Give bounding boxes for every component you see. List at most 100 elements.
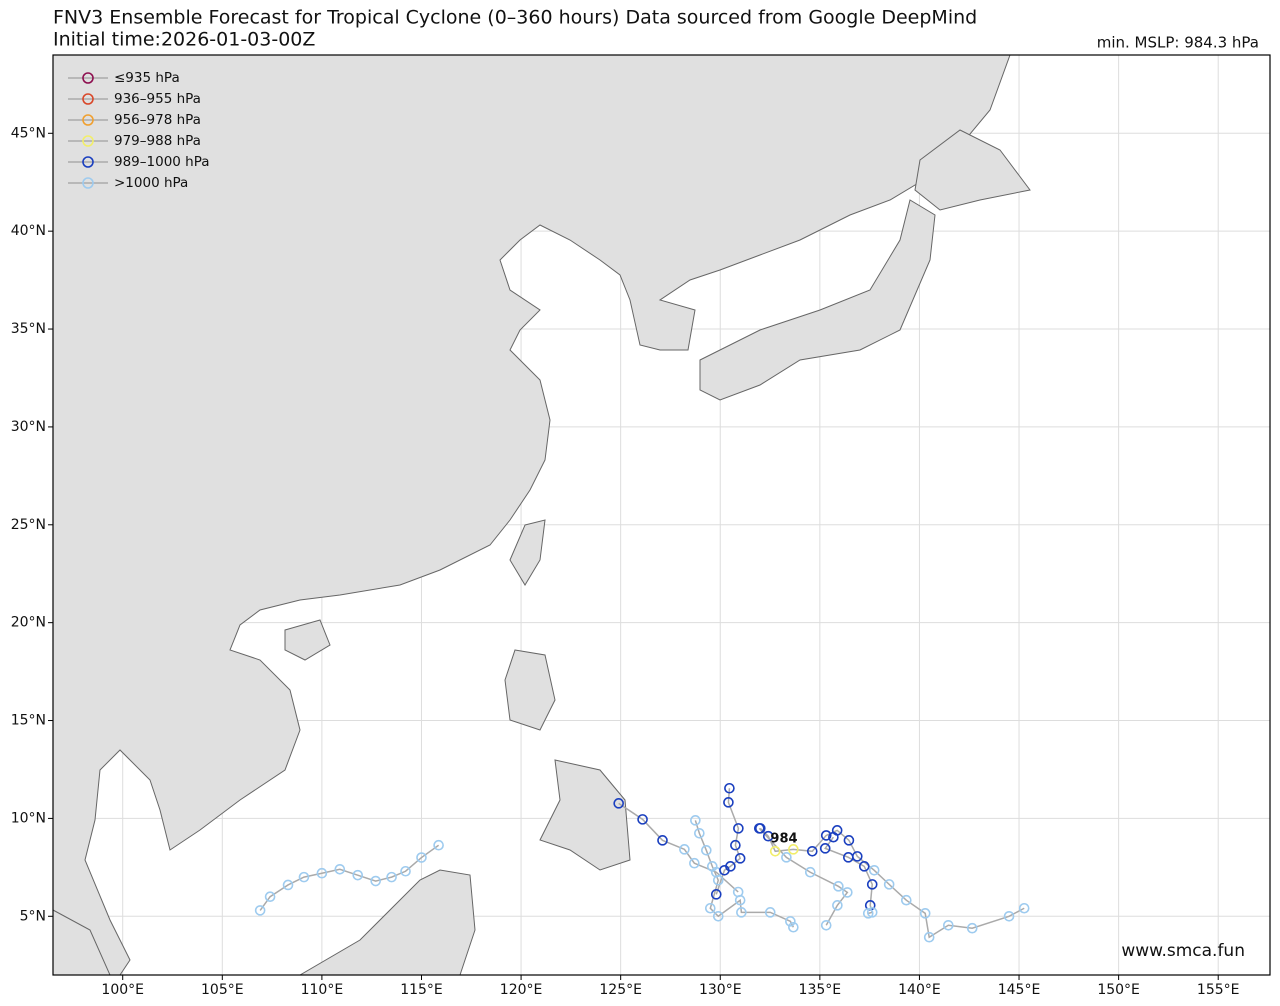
track-point (706, 861, 718, 872)
track-point (334, 863, 346, 875)
track-point (866, 879, 878, 890)
title: FNV3 Ensemble Forecast for Tropical Cycl… (53, 7, 977, 29)
track-point (919, 908, 931, 919)
track-point (637, 814, 648, 825)
track-point (943, 919, 954, 931)
track-line (758, 827, 849, 926)
x-tick-label: 155°E (1197, 982, 1240, 998)
track-point (316, 867, 328, 879)
japan-honshu (699, 199, 936, 401)
subtitle: Initial time:2026-01-03-00Z (53, 29, 315, 51)
track-point (828, 831, 839, 843)
track-point (842, 887, 853, 898)
y-tick-label: 5°N (20, 908, 46, 924)
track-point (843, 852, 854, 863)
borneo (299, 869, 476, 975)
y-tick-label: 10°N (11, 810, 46, 826)
track-point (710, 889, 722, 900)
track-point (868, 864, 880, 876)
y-tick-label: 20°N (11, 615, 46, 631)
track-point (785, 916, 796, 927)
track-point (730, 839, 741, 851)
legend-marker (82, 135, 94, 147)
watermark: www.smca.fun (1121, 941, 1245, 961)
track-point (804, 866, 816, 878)
track-line (618, 802, 739, 893)
legend-marker (82, 156, 94, 168)
legend-label: ≤935 hPa (114, 70, 180, 86)
track-point (923, 931, 935, 943)
legend-label: 956–978 hPa (114, 112, 201, 128)
legend-marker (82, 93, 94, 105)
track-point (1018, 902, 1030, 914)
track-point (734, 894, 746, 906)
y-tick-label: 40°N (11, 223, 46, 239)
luzon (504, 649, 556, 731)
track-point (820, 919, 832, 931)
x-tick-label: 150°E (1097, 982, 1140, 998)
track-point (733, 823, 744, 834)
track-line (694, 820, 795, 928)
track-point (764, 907, 776, 918)
asia-mainland (53, 55, 1011, 975)
track-point (613, 798, 624, 809)
x-tick-label: 145°E (998, 982, 1041, 998)
track-point (788, 921, 799, 933)
x-tick-label: 120°E (500, 982, 543, 998)
taiwan (509, 519, 546, 586)
track-point (352, 869, 364, 881)
track-line (259, 844, 440, 911)
track-point (753, 823, 765, 834)
legend-marker (82, 177, 94, 189)
track-point (719, 864, 730, 876)
legend-label: 989–1000 hPa (114, 154, 210, 170)
track-point (298, 871, 310, 883)
track-point (416, 852, 427, 863)
track-point (723, 797, 734, 808)
track-point (694, 827, 705, 839)
tracks: 984 (254, 782, 1030, 943)
legend-marker (82, 72, 94, 84)
track-point (832, 900, 843, 911)
track-point (679, 844, 690, 855)
track-point (386, 871, 397, 883)
y-tick-label: 15°N (11, 713, 46, 729)
japan-hokkaido (914, 129, 1031, 211)
track-point (736, 907, 747, 918)
track-point (858, 861, 870, 872)
legend-label: >1000 hPa (114, 175, 188, 191)
track-point (254, 905, 266, 916)
track-point (734, 853, 746, 864)
track-point (690, 815, 701, 826)
x-tick-label: 140°E (898, 982, 941, 998)
track-point (806, 845, 818, 857)
track-point (769, 845, 781, 857)
track-point (689, 857, 700, 869)
track-point (966, 922, 978, 934)
legend: ≤935 hPa 936–955 hPa 956–978 hPa 979–988 hP… (68, 70, 210, 191)
x-tick-label: 115°E (400, 982, 443, 998)
track-point (701, 845, 712, 856)
sumatra (53, 909, 111, 975)
legend-marker (82, 114, 94, 126)
x-tick-label: 135°E (799, 982, 842, 998)
track-point (1003, 910, 1015, 922)
track-point (900, 894, 912, 906)
hainan (284, 619, 331, 661)
land (53, 55, 1031, 975)
track-point (657, 835, 668, 846)
track-point (820, 830, 832, 841)
y-tick-label: 35°N (11, 321, 46, 337)
x-tick-label: 125°E (599, 982, 642, 998)
x-tick-label: 130°E (699, 982, 742, 998)
x-tick-label: 105°E (201, 982, 244, 998)
min-mslp: min. MSLP: 984.3 hPa (1097, 34, 1259, 52)
track-point (400, 865, 411, 877)
track-point (724, 782, 735, 794)
track-point (833, 881, 844, 892)
y-tick-label: 45°N (11, 125, 46, 141)
track-point (819, 843, 831, 854)
track-point (762, 830, 774, 842)
legend-label: 936–955 hPa (114, 91, 201, 107)
